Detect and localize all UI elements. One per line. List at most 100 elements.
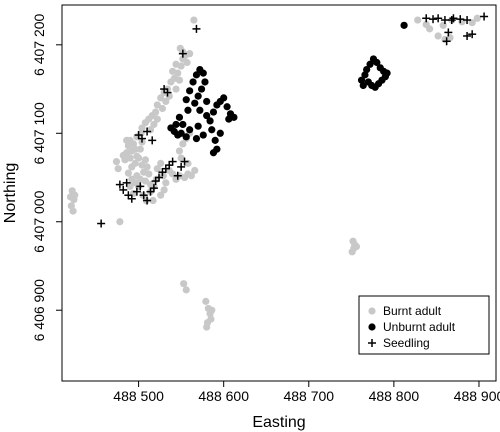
- burnt-adult-point: [128, 163, 136, 171]
- seedling-point: [480, 12, 489, 21]
- burnt-adult-point: [187, 172, 195, 180]
- seedling-point: [180, 157, 189, 166]
- unburnt-adult-point: [197, 85, 206, 93]
- burnt-adult-point: [190, 16, 198, 24]
- burnt-adult-point: [348, 248, 356, 256]
- unburnt-adult-point: [199, 131, 207, 139]
- unburnt-adult-point: [182, 133, 190, 141]
- unburnt-adult-point: [225, 115, 233, 123]
- seedling-point: [440, 16, 449, 25]
- unburnt-adult-point: [364, 78, 372, 86]
- seedling-point: [173, 171, 182, 180]
- unburnt-adult-point: [203, 97, 211, 106]
- unburnt-adult-point: [192, 134, 201, 143]
- unburnt-adult-point: [175, 113, 184, 121]
- burnt-adult-point: [162, 97, 170, 106]
- seedling-point: [434, 14, 443, 23]
- seedling-point: [447, 16, 456, 25]
- burnt-adult-point: [131, 145, 139, 153]
- burnt-adult-point: [179, 140, 187, 148]
- burnt-adult-point: [114, 165, 122, 173]
- unburnt-adult-point: [363, 65, 371, 74]
- unburnt-adult-point: [220, 94, 228, 102]
- unburnt-adult-point: [201, 78, 209, 86]
- seedling-point: [468, 30, 477, 39]
- unburnt-adult-point: [194, 92, 202, 100]
- burnt-adult-point: [203, 323, 211, 331]
- x-tick-label: 488 600: [198, 388, 249, 404]
- unburnt-adult-point: [223, 103, 231, 111]
- seedling-point: [444, 28, 453, 37]
- burnt-adult-point: [439, 21, 447, 29]
- unburnt-adult-point: [196, 106, 204, 114]
- burnt-adult-point: [202, 297, 210, 305]
- burnt-adult-point: [158, 104, 167, 113]
- seedling-point: [137, 134, 146, 143]
- burnt-adult-point: [352, 242, 361, 251]
- burnt-adult-point: [160, 186, 168, 194]
- burnt-adult-point: [116, 218, 124, 226]
- unburnt-adult-point: [189, 78, 197, 86]
- burnt-adult-point: [182, 286, 190, 294]
- seedling-point: [127, 194, 136, 203]
- unburnt-adult-point: [179, 120, 187, 129]
- burnt-adult-point: [174, 69, 182, 77]
- burnt-adult-point: [183, 58, 191, 67]
- seedling-point: [422, 14, 431, 23]
- burnt-adult-point: [177, 154, 185, 162]
- burnt-adult-point: [468, 19, 476, 27]
- unburnt-adult-point: [182, 96, 190, 104]
- burnt-adult-point: [426, 25, 434, 33]
- y-axis-title: Northing: [2, 163, 19, 223]
- burnt-adult-point: [150, 120, 158, 129]
- burnt-adult-point: [473, 14, 481, 22]
- burnt-adult-point: [153, 165, 161, 173]
- burnt-adult-point: [191, 166, 199, 175]
- burnt-adult-point: [146, 126, 155, 134]
- legend-marker-unburnt-adult: [368, 323, 376, 331]
- burnt-adult-point: [175, 76, 184, 84]
- seedling-point: [115, 180, 124, 189]
- seedling-point: [192, 24, 201, 33]
- burnt-adult-point: [157, 94, 165, 102]
- burnt-adult-point: [162, 179, 170, 187]
- legend-marker-burnt-adult: [368, 307, 376, 315]
- burnt-adult-point: [153, 115, 161, 123]
- unburnt-adult-point: [194, 122, 202, 130]
- seedling-point: [168, 157, 177, 166]
- burnt-adult-point: [126, 154, 134, 162]
- y-tick-label: 6 407 200: [31, 13, 47, 75]
- burnt-adult-point: [126, 182, 134, 190]
- seedling-point: [97, 219, 106, 228]
- x-axis-title: Easting: [252, 414, 305, 431]
- burnt-adult-point: [129, 189, 138, 198]
- unburnt-adult-point: [209, 108, 218, 116]
- y-axis: 6 406 900 6 407 000 6 407 100 6 407 200: [31, 13, 62, 341]
- seedling-point: [442, 37, 451, 46]
- unburnt-adult-point: [199, 69, 207, 77]
- x-tick-label: 488 700: [283, 388, 334, 404]
- seedling-point: [463, 16, 472, 25]
- seedling-point: [163, 88, 172, 97]
- series-unburnt-adult: [167, 21, 408, 157]
- unburnt-adult-point: [186, 126, 194, 134]
- burnt-adult-point: [112, 157, 121, 166]
- y-tick-label: 6 407 000: [31, 190, 47, 252]
- x-tick-label: 488 900: [454, 388, 500, 404]
- unburnt-adult-point: [373, 58, 381, 67]
- seedling-point: [155, 173, 164, 182]
- unburnt-adult-point: [191, 99, 199, 107]
- legend-label-unburnt-adult: Unburnt adult: [383, 320, 456, 334]
- burnt-adult-point: [136, 145, 144, 153]
- y-tick-label: 6 406 900: [31, 279, 47, 341]
- burnt-adult-point: [145, 170, 153, 178]
- unburnt-adult-point: [203, 111, 211, 120]
- burnt-adult-point: [172, 85, 180, 93]
- burnt-adult-point: [141, 177, 149, 185]
- unburnt-adult-point: [211, 136, 219, 144]
- unburnt-adult-point: [192, 71, 201, 79]
- legend-marker-seedling: [368, 339, 376, 347]
- seedling-point: [132, 187, 141, 196]
- burnt-adult-point: [157, 159, 165, 167]
